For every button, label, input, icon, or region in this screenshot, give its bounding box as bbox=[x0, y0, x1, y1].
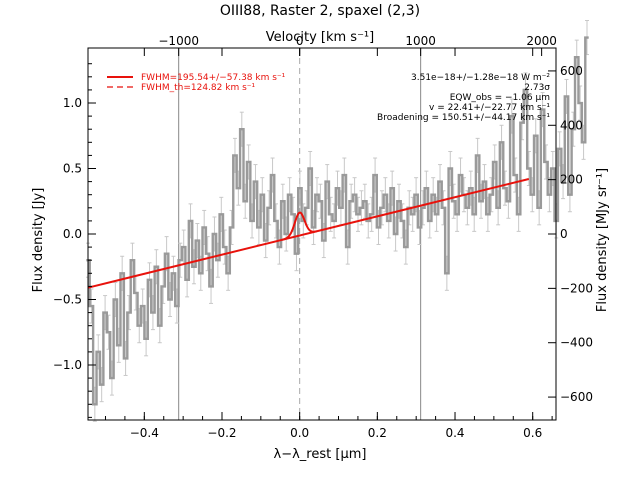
top-tick-label: 0 bbox=[296, 34, 304, 48]
legend: FWHM=195.54+/−57.38 km s⁻¹FWHM_th=124.82… bbox=[107, 73, 286, 93]
x-tick-label: 0.0 bbox=[290, 426, 309, 440]
gaussian-fit-line bbox=[281, 211, 317, 241]
annotation-text: 3.51e−18+/−1.28e−18 W m⁻² bbox=[411, 73, 550, 83]
annotation-text: 2.73σ bbox=[524, 83, 550, 93]
right-tick-label: 0 bbox=[560, 227, 568, 241]
annotation-text: v = 22.41+/−22.77 km s⁻¹ bbox=[429, 103, 550, 113]
right-axis-label: Flux density [MJy sr⁻¹] bbox=[595, 168, 610, 312]
right-tick-label: −400 bbox=[560, 336, 593, 350]
continuum-fit-line bbox=[87, 178, 530, 289]
x-tick-label: −0.2 bbox=[207, 426, 236, 440]
annotation-text: Broadening = 150.51+/−44.17 km s⁻¹ bbox=[377, 113, 550, 123]
annotation-text: EQW_obs = −1.06 μm bbox=[450, 93, 550, 103]
legend-label: FWHM_th=124.82 km s⁻¹ bbox=[141, 83, 256, 93]
y-tick-label: 0.5 bbox=[63, 162, 82, 176]
right-tick-label: 400 bbox=[560, 118, 583, 132]
y-axis-label: Flux density [Jy] bbox=[31, 188, 46, 293]
y-tick-label: 0.0 bbox=[63, 227, 82, 241]
x-tick-label: 0.4 bbox=[445, 426, 464, 440]
x-tick-label: −0.4 bbox=[130, 426, 159, 440]
top-tick-label: 2000 bbox=[526, 34, 557, 48]
plot-area: −0.4 −0.2 0.0 0.2 0.4 0.6 −1.0 −0.5 0.0 0.5 1.0 −10… bbox=[53, 19, 593, 440]
x-tick-label: 0.2 bbox=[368, 426, 387, 440]
x-tick-label: 0.6 bbox=[523, 426, 542, 440]
chart-title: OIII88, Raster 2, spaxel (2,3) bbox=[220, 3, 420, 19]
x-axis-label: λ−λ_rest [μm] bbox=[274, 447, 367, 462]
y-tick-label: −0.5 bbox=[53, 292, 82, 306]
top-tick-label: −1000 bbox=[158, 34, 199, 48]
y-tick-label: 1.0 bbox=[63, 96, 82, 110]
top-tick-label: 1000 bbox=[405, 34, 436, 48]
right-tick-label: −600 bbox=[560, 390, 593, 404]
top-axis-label: Velocity [km s⁻¹] bbox=[266, 30, 374, 45]
legend-label: FWHM=195.54+/−57.38 km s⁻¹ bbox=[141, 73, 286, 83]
right-tick-label: 200 bbox=[560, 173, 583, 187]
right-tick-label: 600 bbox=[560, 64, 583, 78]
y-tick-label: −1.0 bbox=[53, 358, 82, 372]
data-step-line bbox=[86, 36, 589, 406]
right-tick-label: −200 bbox=[560, 281, 593, 295]
